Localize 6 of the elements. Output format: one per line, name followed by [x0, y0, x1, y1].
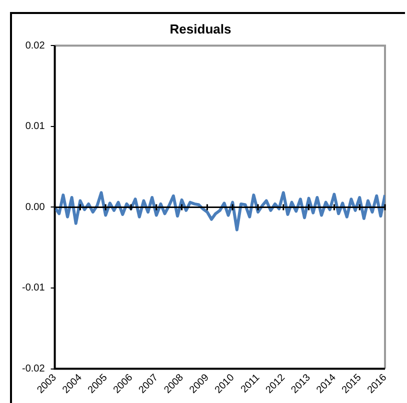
- y-tick-label: -0.01: [22, 282, 46, 294]
- y-tick-label: -0.02: [22, 364, 46, 375]
- y-tick-label: 0.01: [25, 121, 46, 132]
- y-tick-label: 0.00: [25, 202, 46, 213]
- chart-title: Residuals: [170, 21, 232, 36]
- y-tick-label: 0.02: [25, 40, 46, 52]
